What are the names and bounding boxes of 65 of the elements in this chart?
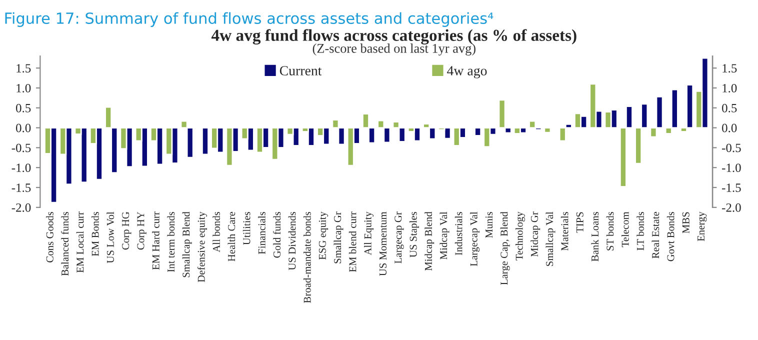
x-tick-label: LT bonds	[636, 212, 644, 250]
y-tick-label: -0.5	[12, 144, 31, 152]
x-tick-label: Industrials	[454, 212, 462, 256]
y-tick-label: -1.5	[12, 184, 31, 192]
x-tick-label: Telecom	[621, 212, 629, 248]
x-tick-label: EM blend curr	[348, 212, 356, 272]
x-tick-label: All Equity	[364, 212, 374, 256]
y-tick-label: 1.0	[16, 84, 31, 92]
x-tick-label: Corp HY	[137, 212, 146, 250]
x-tick-label: Midcap Blend	[424, 212, 434, 271]
x-tick-label: Int term bonds	[167, 212, 175, 272]
x-tick-label: US Dividends	[288, 212, 296, 270]
chart-title: 4w avg fund flows across categories (as % of assets)	[211, 29, 576, 44]
x-tick-label: EM Local curr	[76, 212, 84, 273]
x-tick-label: Balanced funds	[61, 212, 69, 276]
caption: Figure 17: Summary of fund flows across assets and categories⁴	[5, 12, 494, 27]
x-tick-label: Bank Loans	[591, 212, 599, 262]
x-tick-label: Largecap Gr	[394, 212, 404, 264]
chart-subtitle: (Z-score based on last 1yr avg)	[312, 44, 476, 56]
x-tick-label: TIPS	[576, 212, 584, 233]
x-tick-label: US Staples	[409, 212, 419, 258]
x-tick-label: Materials	[560, 212, 568, 251]
x-tick-label: Gold funds	[273, 212, 281, 258]
x-tick-label: EM Bonds	[91, 212, 99, 256]
legend-label: Current	[280, 66, 322, 76]
x-tick-label: Technology	[515, 212, 525, 260]
y2-tick-label: -1.0	[722, 164, 741, 172]
x-tick-label: US Momentum	[380, 212, 387, 276]
y-tick-label: 0.0	[16, 124, 31, 132]
x-tick-label: Smallcap Gr	[334, 212, 344, 264]
y-tick-label: -1.0	[12, 164, 31, 172]
x-tick-label: Largecap Val	[470, 212, 480, 266]
y-tick-label: -2.0	[12, 203, 31, 212]
x-tick-label: ESG equity	[318, 212, 328, 260]
y2-tick-label: -1.5	[722, 184, 741, 192]
x-tick-label: Corp HG	[122, 212, 132, 250]
x-tick-label: Munis	[486, 212, 493, 238]
y2-tick-label: 0.5	[722, 104, 737, 112]
legend-label: 4w ago	[447, 66, 487, 78]
y2-tick-label: -2.0	[722, 203, 741, 212]
x-tick-label: Smallcap Val	[546, 212, 556, 266]
x-tick-label: ST bonds	[606, 212, 614, 250]
x-tick-label: MBS	[682, 212, 690, 234]
x-tick-label: Midcap Gr	[530, 212, 540, 257]
x-tick-label: Financials	[258, 212, 266, 254]
y2-tick-label: 1.5	[722, 64, 737, 73]
x-tick-label: US Low Vol	[106, 212, 114, 264]
x-tick-label: Defensive equity	[197, 212, 207, 282]
y-tick-label: 0.5	[16, 104, 31, 112]
x-tick-label: Large Cap, Blend	[500, 212, 510, 285]
y2-tick-label: 1.0	[722, 84, 737, 92]
y-tick-label: 1.5	[16, 64, 31, 73]
x-tick-label: Energy	[698, 212, 707, 242]
x-tick-label: Govt Bonds	[666, 212, 674, 262]
x-tick-label: Utilities	[242, 212, 250, 245]
x-tick-label: Broad-mandate bonds	[303, 212, 311, 303]
y2-tick-label: -0.5	[722, 144, 741, 152]
x-tick-label: Cons Goods	[46, 212, 54, 262]
x-tick-label: Smallcap Blend	[182, 212, 192, 278]
y2-tick-label: 0.0	[722, 124, 737, 132]
x-tick-label: All bonds	[212, 212, 220, 252]
x-tick-label: Health Care	[228, 212, 236, 262]
x-tick-label: Midcap Val	[440, 212, 450, 260]
x-tick-label: Real Estate	[652, 212, 660, 258]
x-tick-label: EM Hard curr	[152, 212, 160, 270]
